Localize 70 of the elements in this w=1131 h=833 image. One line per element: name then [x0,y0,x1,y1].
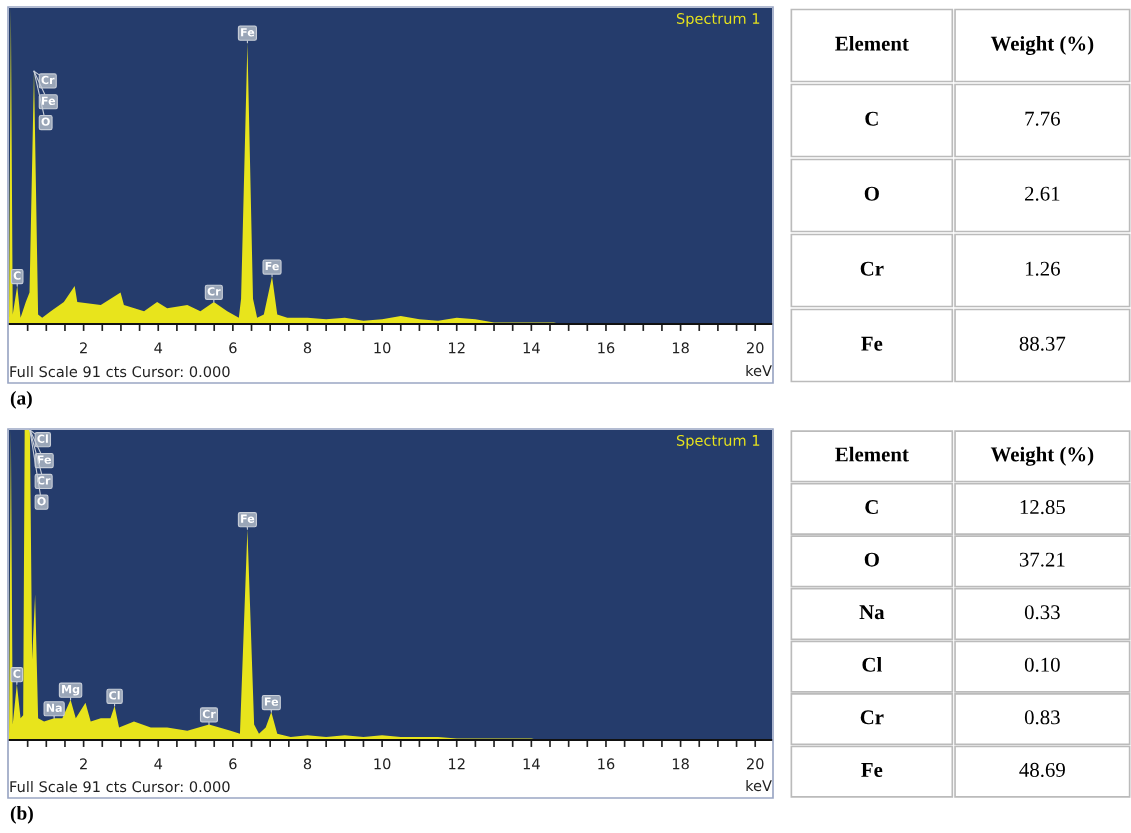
annotation: Fe [241,28,255,37]
annotation: Cl [37,434,48,443]
x-tick-label: 20 [747,342,764,354]
text: 88.37 [1019,336,1066,351]
annotation: O [41,117,50,126]
x-tick-label: 4 [154,342,163,354]
annotation: Fe [241,514,255,523]
category-label: C [865,111,878,126]
annotation: Cr [207,287,221,296]
category-label: Fe [861,763,883,777]
x-axis-title: keV [746,364,772,377]
x-tick-label: 2 [80,342,87,354]
text: 7.76 [1025,111,1060,126]
x-tick-label: 6 [229,758,237,770]
annotation: Cr [41,75,55,85]
text: 0.33 [1024,605,1060,620]
annotation: Cr [202,709,216,719]
x-tick-label: 12 [449,342,465,354]
text: 48.69 [1019,762,1065,778]
text: Weight (%) [990,446,1094,466]
x-tick-label: 18 [672,342,689,354]
x-tick-label: 18 [672,758,689,770]
category-label: Cr [860,261,884,276]
text: 12.85 [1020,500,1065,515]
chart-title: Spectrum 1 [676,13,760,27]
annotation: Fe [265,262,279,271]
x-tick-label: 8 [303,342,312,354]
annotation: Cl [109,690,120,700]
x-tick-label: 8 [303,758,312,770]
text: 0.83 [1024,710,1060,725]
annotation: Fe [37,455,51,464]
text: Full Scale 91 cts Cursor: 0.000 [10,780,230,793]
category-label: Fe [861,336,883,351]
text: Weight (%) [990,35,1094,56]
x-tick-label: 20 [747,758,764,770]
text: (b) [10,806,33,824]
x-tick-label: 14 [523,758,540,770]
text: 2.61 [1025,186,1060,201]
text: 0.10 [1024,657,1060,672]
x-tick-label: 4 [154,758,163,770]
annotation: Fe [264,697,279,706]
chart-title: Spectrum 1 [676,434,760,449]
text: 37.21 [1019,552,1065,567]
annotation: Mg [62,685,80,696]
x-tick-label: 10 [374,758,391,770]
x-tick-label: 2 [80,758,87,770]
x-axis-title: keV [746,779,772,792]
x-tick-label: 16 [598,342,615,354]
category-label: Cl [862,657,882,672]
x-tick-label: 6 [229,342,237,354]
category-label: Cr [860,710,884,725]
text: Full Scale 91 cts Cursor: 0.000 [10,365,230,378]
annotation: O [37,497,46,506]
text: 1.26 [1025,261,1060,276]
x-tick-label: 12 [449,758,465,770]
text: (a) [10,391,32,409]
annotation: Fe [41,96,56,105]
annotation: C [13,669,21,678]
text: Element [835,36,909,51]
category-label: C [865,500,878,515]
category-label: O [864,186,879,201]
x-tick-label: 10 [374,342,391,354]
annotation: C [13,271,21,280]
annotation: Na [46,703,62,712]
annotation: Cr [37,476,51,485]
text: Element [835,446,909,462]
category-label: Na [859,605,885,620]
x-tick-label: 16 [598,758,615,770]
x-tick-label: 14 [523,342,540,354]
category-label: O [864,552,879,567]
